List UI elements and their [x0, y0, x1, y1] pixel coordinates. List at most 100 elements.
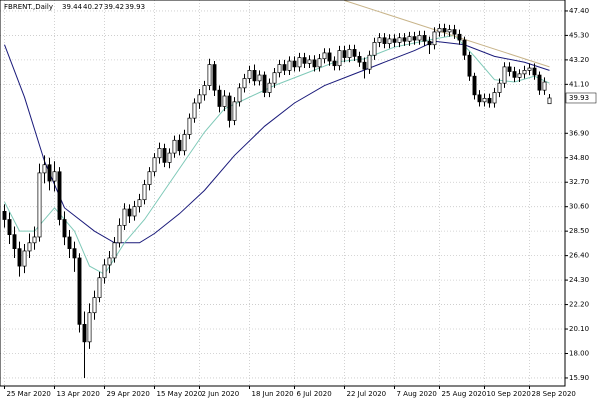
- candle-body: [212, 64, 217, 91]
- candle-body: [222, 95, 227, 107]
- last-price-label: 39.93: [569, 94, 589, 102]
- candle-body: [32, 236, 37, 244]
- y-tick-label: 20.10: [569, 325, 589, 333]
- candle-body: [157, 148, 162, 159]
- candle-body: [482, 97, 487, 103]
- candle-body: [467, 54, 472, 77]
- x-tick-label: 22 Jul 2020: [347, 390, 387, 398]
- candle-body: [472, 75, 477, 96]
- candle-body: [392, 38, 397, 43]
- ohlc-close: 39.93: [125, 3, 145, 11]
- candle-body: [262, 74, 267, 93]
- candle-body: [282, 64, 287, 71]
- candle-body: [337, 50, 342, 67]
- candle-body: [42, 164, 47, 174]
- y-tick-label: 41.10: [569, 80, 589, 88]
- indicator-line: [344, 0, 550, 68]
- candle-body: [17, 248, 22, 267]
- candle-body: [547, 97, 552, 105]
- candle-body: [517, 73, 522, 78]
- y-tick-label: 32.70: [569, 178, 589, 186]
- candle-body: [237, 87, 242, 103]
- candle-body: [522, 70, 527, 75]
- candle-body: [27, 242, 32, 252]
- candle-body: [172, 139, 177, 154]
- candle-body: [487, 97, 492, 104]
- candle-body: [62, 219, 67, 238]
- y-tick-label: 36.90: [569, 129, 589, 137]
- x-tick-label: 25 Mar 2020: [7, 390, 51, 398]
- candle-body: [462, 39, 467, 56]
- candle-body: [182, 134, 187, 152]
- candle-body: [457, 33, 462, 41]
- candle-body: [437, 28, 442, 33]
- candle-body: [537, 74, 542, 91]
- x-tick-label: 10 Sep 2020: [487, 390, 531, 398]
- candle-body: [217, 89, 222, 107]
- candle-body: [132, 206, 137, 217]
- x-tick-label: 6 Jul 2020: [297, 390, 332, 398]
- candle-body: [397, 37, 402, 43]
- candle-body: [67, 236, 72, 249]
- candle-body: [322, 52, 327, 60]
- y-tick-label: 24.30: [569, 276, 589, 284]
- candle-body: [452, 29, 457, 35]
- candle-body: [107, 257, 112, 266]
- candle-body: [232, 101, 237, 121]
- candle-body: [407, 36, 412, 42]
- candle-body: [87, 312, 92, 343]
- candle-body: [137, 199, 142, 208]
- candle-body: [427, 40, 432, 46]
- candle-body: [532, 67, 537, 76]
- candle-body: [367, 54, 372, 70]
- ohlc-low: 39.42: [104, 3, 124, 11]
- y-tick-label: 30.60: [569, 203, 589, 211]
- candle-body: [162, 148, 167, 163]
- candle-body: [387, 38, 392, 44]
- candle-body: [112, 242, 117, 259]
- candle-body: [352, 49, 357, 57]
- candle-body: [122, 208, 127, 226]
- candle-body: [302, 57, 307, 64]
- candle-body: [512, 71, 517, 78]
- candle-body: [317, 58, 322, 68]
- candle-body: [102, 264, 107, 279]
- candle-body: [312, 59, 317, 68]
- candle-body: [447, 29, 452, 33]
- y-tick-label: 45.30: [569, 31, 589, 39]
- x-tick-label: 18 Jun 2020: [252, 390, 294, 398]
- candle-body: [57, 171, 62, 220]
- candle-body: [287, 60, 292, 71]
- candle-body: [22, 250, 27, 267]
- candle-body: [432, 31, 437, 46]
- candle-body: [37, 172, 42, 238]
- candle-body: [477, 94, 482, 103]
- y-tick-label: 15.90: [569, 374, 589, 382]
- y-tick-label: 18.00: [569, 349, 589, 357]
- y-tick-label: 47.40: [569, 7, 589, 15]
- candle-body: [277, 64, 282, 74]
- candle-body: [382, 37, 387, 44]
- candle-body: [152, 157, 157, 173]
- candle-body: [72, 248, 77, 259]
- x-tick-label: 13 Apr 2020: [57, 390, 100, 398]
- y-tick-label: 43.20: [569, 56, 589, 64]
- candle-body: [442, 28, 447, 33]
- candle-body: [242, 78, 247, 89]
- candle-body: [502, 66, 507, 84]
- candle-body: [192, 102, 197, 119]
- ohlc-high: 40.27: [83, 3, 103, 11]
- candle-body: [7, 219, 12, 236]
- y-tick-label: 34.80: [569, 154, 589, 162]
- candle-body: [327, 52, 332, 62]
- candle-body: [307, 59, 312, 64]
- y-tick-label: 22.20: [569, 301, 589, 309]
- candle-body: [77, 257, 82, 325]
- candle-body: [492, 92, 497, 104]
- candle-body: [177, 139, 182, 152]
- candle-body: [507, 66, 512, 72]
- y-tick-label: 28.50: [569, 227, 589, 235]
- plot-area: [0, 0, 565, 386]
- x-tick-label: 2 Jun 2020: [202, 390, 240, 398]
